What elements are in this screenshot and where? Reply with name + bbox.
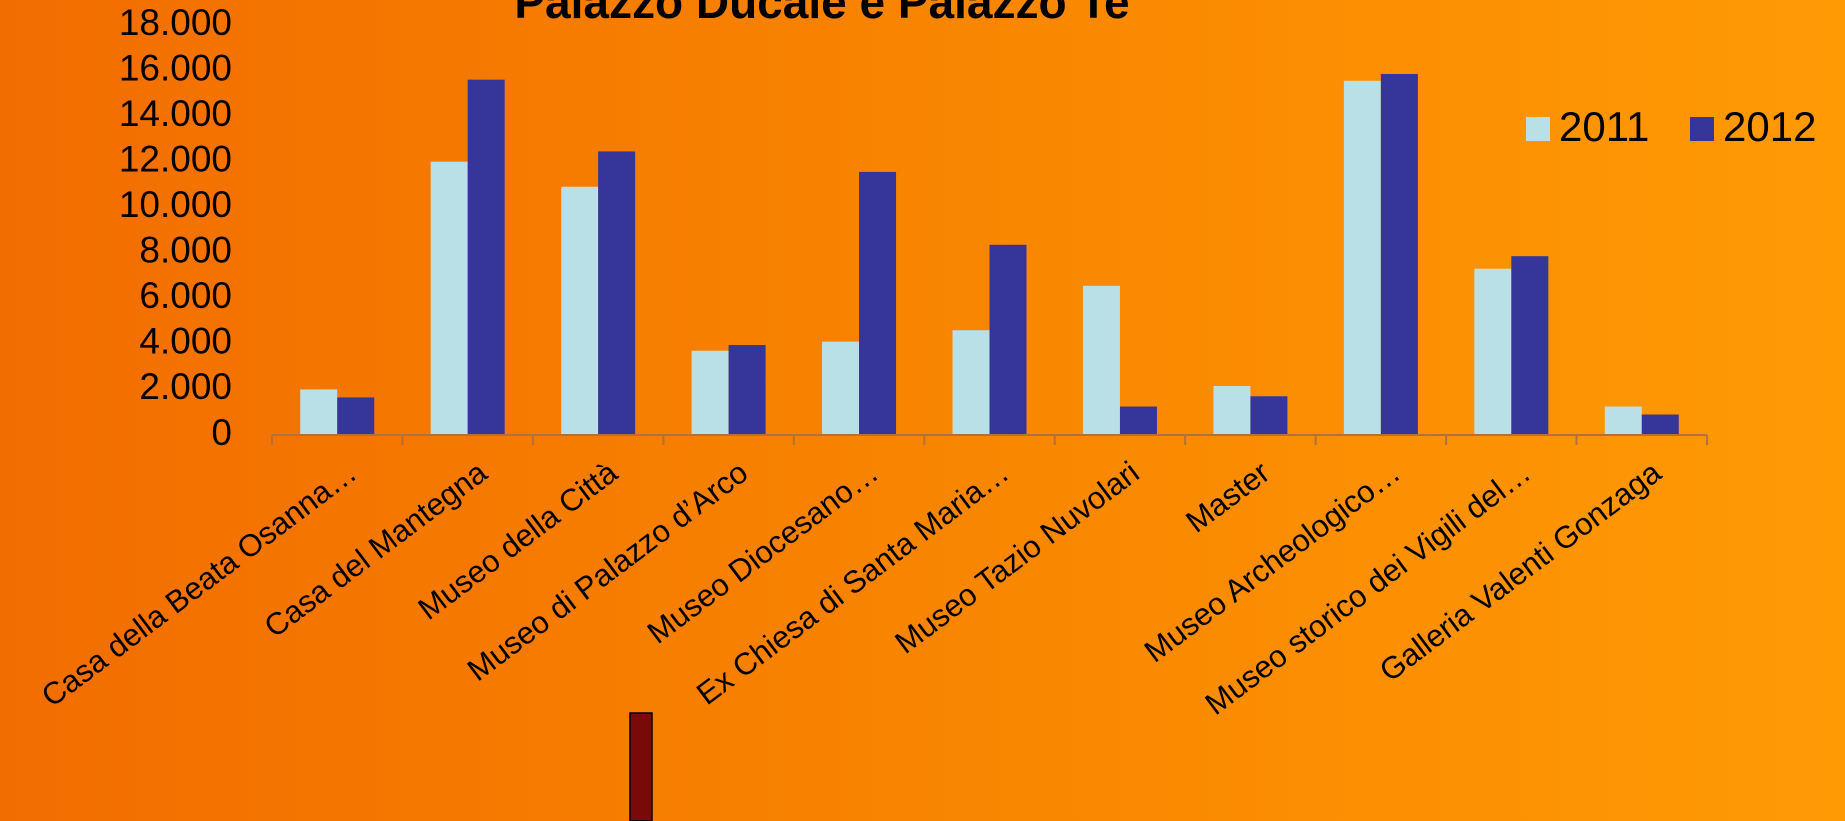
pointer-marker: [629, 712, 653, 821]
bar-2012-4: [728, 345, 766, 435]
bar-2011-8: [1213, 386, 1251, 435]
x-axis-tick-labels: Casa della Beata Osanna…Casa del Mantegn…: [35, 454, 1668, 722]
bar-2012-2: [467, 79, 505, 436]
bar-2012-11: [1641, 414, 1679, 435]
bar-2011-9: [1343, 80, 1381, 436]
legend: 2011 2012: [1526, 103, 1816, 150]
bar-2012-3: [598, 151, 636, 435]
bar-2012-10: [1511, 256, 1549, 435]
y-tick-label: 4.000: [139, 321, 232, 362]
legend-label-2012: 2012: [1723, 103, 1816, 150]
bar-2011-1: [300, 389, 338, 435]
bars: [300, 73, 1679, 436]
bar-2011-7: [1082, 285, 1120, 435]
x-tick-label: Casa del Mantegna: [258, 454, 494, 644]
bar-2011-2: [430, 161, 468, 435]
x-tick-label: Museo Diocesano…: [641, 455, 885, 651]
y-tick-label: 0: [211, 412, 232, 453]
y-tick-label: 10.000: [119, 184, 232, 225]
bar-2011-3: [561, 186, 599, 435]
y-tick-label: 12.000: [119, 138, 232, 179]
legend-swatch-2012: [1690, 117, 1714, 141]
bar-2011-11: [1604, 406, 1642, 435]
y-tick-label: 16.000: [119, 47, 232, 88]
bar-2011-10: [1474, 268, 1512, 435]
y-tick-label: 2.000: [139, 366, 232, 407]
y-tick-label: 8.000: [139, 230, 232, 271]
bar-2012-6: [989, 244, 1027, 435]
x-tick-label: Master: [1179, 455, 1276, 540]
bar-2011-4: [691, 350, 729, 435]
y-tick-label: 6.000: [139, 275, 232, 316]
chart-title: Palazzo Ducale e Palazzo Te: [514, 0, 1129, 28]
bar-2011-6: [952, 330, 990, 435]
x-tick-label: Museo Archeologico…: [1138, 455, 1407, 670]
x-axis: [271, 434, 1708, 445]
legend-label-2011: 2011: [1559, 103, 1649, 150]
y-tick-label: 18.000: [119, 2, 232, 43]
x-tick-label: Museo Tazio Nuvolari: [888, 455, 1145, 661]
y-tick-label: 14.000: [119, 93, 232, 134]
bar-2012-7: [1119, 406, 1157, 435]
bar-2012-9: [1380, 73, 1418, 435]
bar-2012-5: [859, 171, 897, 435]
bar-2011-5: [822, 341, 860, 435]
bar-2012-1: [337, 397, 375, 435]
legend-swatch-2011: [1526, 117, 1550, 141]
bar-2012-8: [1250, 396, 1288, 435]
